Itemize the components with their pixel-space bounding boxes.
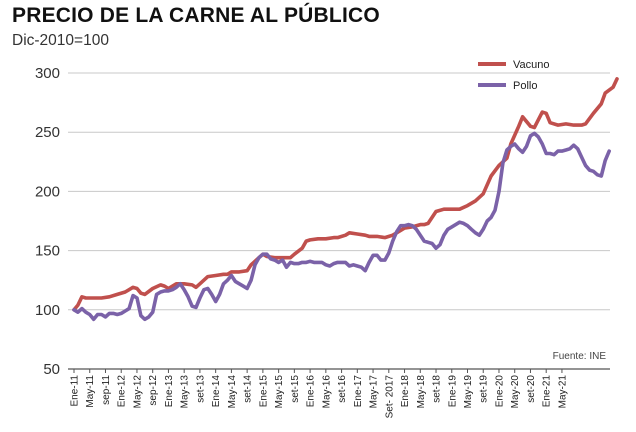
x-tick-label: May-14	[227, 375, 238, 409]
y-tick-label: 100	[35, 302, 60, 319]
y-tick-label: 300	[35, 65, 60, 82]
y-tick-label: 150	[35, 243, 60, 260]
x-tick-label: set-15	[290, 375, 301, 403]
x-tick-label: May-18	[416, 375, 427, 409]
x-tick-label: Ene-16	[306, 375, 317, 408]
x-tick-label: Ene-21	[542, 375, 553, 408]
legend-label-pollo: Pollo	[513, 80, 537, 92]
x-tick-label: May-19	[463, 375, 474, 409]
y-tick-label: 50	[43, 361, 60, 378]
x-tick-label: sep-11	[101, 375, 112, 405]
series-line-vacuno	[72, 77, 619, 312]
x-tick-label: Ene-20	[494, 375, 505, 408]
x-tick-label: May-21	[557, 375, 568, 409]
x-tick-label: May-12	[132, 375, 143, 409]
x-tick-label: Ene-17	[353, 375, 364, 408]
x-tick-label: sep-12	[148, 375, 159, 406]
x-tick-label: May-17	[369, 375, 380, 409]
series-lines	[72, 77, 619, 322]
gridlines	[68, 72, 610, 370]
y-axis-ticks: 50 100 150 200 250 300	[35, 65, 60, 378]
x-tick-label: Ene-15	[258, 375, 269, 408]
x-tick-label: Ene-12	[117, 375, 128, 408]
x-tick-label: Set- 2017	[384, 375, 395, 419]
y-tick-label: 250	[35, 124, 60, 141]
x-tick-label: May-13	[180, 375, 191, 409]
x-tick-label: May-20	[510, 375, 521, 409]
x-tick-label: Ene-18	[400, 375, 411, 408]
chart-subtitle: Dic-2010=100	[12, 32, 109, 49]
x-tick-label: set-13	[195, 375, 206, 403]
x-tick-label: May-16	[321, 375, 332, 409]
x-tick-label: set-18	[432, 375, 443, 403]
x-tick-label: set-20	[526, 375, 537, 403]
source-note: Fuente: INE	[553, 351, 607, 362]
x-tick-label: set-16	[337, 375, 348, 403]
x-axis-ticks: Ene-11 May-11 sep-11 Ene-12 May-12 sep-12 Ene-…	[70, 369, 568, 419]
chart-title: PRECIO DE LA CARNE AL PÚBLICO	[12, 4, 380, 27]
x-tick-label: Ene-14	[211, 375, 222, 408]
legend-label-vacuno: Vacuno	[513, 59, 550, 71]
x-tick-label: May-11	[85, 375, 96, 408]
legend: Vacuno Pollo	[478, 59, 550, 92]
series-line-pollo	[72, 131, 611, 322]
y-tick-label: 200	[35, 183, 60, 200]
x-tick-label: Ene-11	[70, 375, 81, 407]
x-tick-label: set-19	[479, 375, 490, 403]
x-tick-label: Ene-19	[447, 375, 458, 408]
x-tick-label: set-14	[243, 375, 254, 403]
x-tick-label: Ene-13	[164, 375, 175, 408]
x-tick-label: May-15	[274, 375, 285, 409]
